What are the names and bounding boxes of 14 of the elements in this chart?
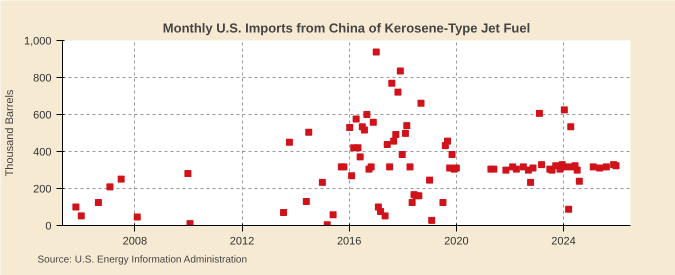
- x-tick-label: 2008: [122, 236, 148, 248]
- y-axis-title: Thousand Barrels: [4, 89, 16, 176]
- x-tick-label: 2024: [551, 236, 576, 248]
- x-tick-label: 2012: [230, 236, 254, 248]
- y-tick-label: 1,000: [24, 36, 52, 48]
- y-tick-label: 0: [45, 220, 52, 232]
- y-tick-label: 200: [33, 184, 52, 196]
- x-tick-label: 2016: [336, 236, 362, 248]
- chart-title: Monthly U.S. Imports from China of Kerosene-Type Jet Fuel: [162, 20, 530, 36]
- y-tick-label: 400: [33, 146, 52, 158]
- y-tick-label: 800: [33, 72, 52, 84]
- x-tick-label: 2020: [444, 236, 469, 248]
- y-tick-label: 600: [33, 110, 52, 122]
- source-note: Source: U.S. Energy Information Administration: [38, 254, 248, 266]
